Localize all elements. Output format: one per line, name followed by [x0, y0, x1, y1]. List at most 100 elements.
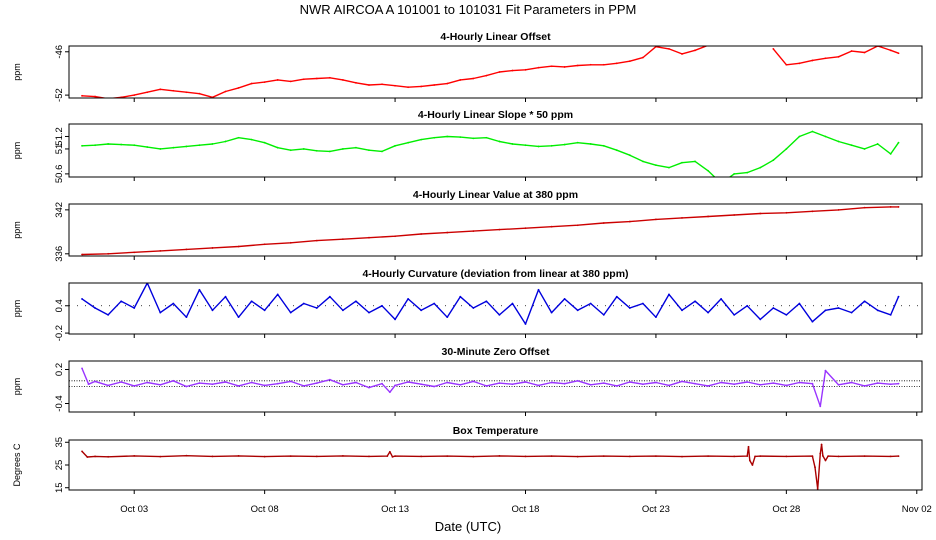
data-point	[289, 311, 292, 314]
data-point	[641, 302, 644, 305]
data-point	[276, 146, 279, 149]
data-point	[386, 455, 389, 458]
data-point	[289, 455, 292, 458]
data-point	[655, 316, 657, 319]
data-point	[86, 456, 89, 458]
data-point	[694, 300, 696, 303]
y-tick-label: 342	[54, 202, 65, 218]
x-tick-label: Oct 28	[772, 504, 800, 515]
data-point	[694, 49, 696, 52]
data-points	[81, 283, 900, 325]
data-point	[897, 206, 900, 208]
data-point	[824, 369, 827, 372]
panels: 4-Hourly Linear Offset-46-52ppm4-Hourly …	[12, 31, 923, 494]
data-point	[524, 455, 527, 458]
data-point	[746, 304, 749, 307]
series-line	[81, 368, 899, 407]
data-point	[733, 172, 736, 175]
data-point	[811, 455, 814, 458]
data-point	[328, 295, 331, 298]
data-point	[615, 295, 618, 298]
series-line	[81, 443, 899, 490]
data-point	[81, 298, 83, 300]
data-point	[628, 381, 631, 383]
data-point	[107, 384, 110, 387]
panel-title: 4-Hourly Linear Slope * 50 ppm	[418, 109, 573, 121]
data-point	[576, 64, 579, 67]
data-point	[263, 455, 266, 458]
data-point	[172, 302, 175, 305]
data-point	[576, 379, 579, 382]
panel-title: 30-Minute Zero Offset	[442, 346, 550, 358]
panel-4: 4-Hourly Curvature (deviation from linea…	[12, 268, 923, 341]
x-tick-label: Oct 08	[251, 504, 279, 515]
data-point	[81, 144, 83, 147]
y-tick-label: 51	[54, 144, 65, 155]
data-point	[341, 238, 344, 241]
data-point	[850, 381, 853, 384]
data-point	[211, 383, 214, 386]
data-point	[537, 384, 540, 387]
data-point	[550, 65, 553, 68]
data-point	[315, 455, 318, 458]
data-point	[876, 309, 879, 312]
x-tick-label: Oct 23	[642, 504, 670, 515]
data-point	[655, 455, 657, 458]
data-point	[368, 386, 370, 389]
data-point	[368, 311, 370, 314]
data-point	[824, 459, 827, 462]
data-point	[302, 78, 305, 81]
data-point	[498, 71, 501, 73]
data-point	[814, 466, 816, 469]
panel-6: Box Temperature 35 25 15 Degrees C	[12, 425, 923, 494]
data-point	[824, 135, 827, 138]
data-point	[159, 88, 162, 91]
data-point	[837, 307, 840, 309]
data-point	[368, 149, 370, 152]
panel-title: 4-Hourly Curvature (deviation from linea…	[362, 268, 628, 280]
data-point	[185, 454, 188, 457]
data-point	[391, 455, 394, 458]
data-point	[420, 233, 423, 235]
data-point	[250, 381, 253, 384]
data-point	[420, 455, 423, 458]
x-tick-label: Oct 03	[120, 504, 148, 515]
data-point	[628, 60, 631, 63]
data-point	[759, 455, 762, 458]
data-point	[837, 455, 840, 458]
data-point	[720, 182, 722, 184]
data-point	[772, 382, 775, 384]
data-point	[107, 252, 110, 255]
data-point	[707, 169, 709, 172]
data-point	[355, 300, 357, 303]
plot-frame	[68, 45, 923, 99]
data-point	[602, 313, 605, 316]
data-point	[720, 298, 723, 300]
data-point	[276, 79, 279, 81]
data-point	[720, 381, 723, 384]
data-point	[668, 293, 670, 296]
data-point	[472, 455, 475, 458]
data-point	[837, 383, 840, 386]
data-point	[537, 288, 540, 291]
data-point	[785, 63, 788, 66]
data-point	[250, 82, 253, 85]
data-point	[589, 383, 592, 386]
y-tick-label: 0.4	[54, 299, 65, 312]
data-point	[133, 94, 136, 97]
data-point	[341, 455, 344, 457]
data-point	[821, 455, 824, 457]
data-point	[550, 225, 553, 228]
data-point	[302, 385, 305, 387]
data-point	[628, 220, 631, 223]
data-point	[289, 80, 292, 83]
data-point	[850, 50, 853, 52]
data-point	[368, 455, 370, 458]
panel-5: 30-Minute Zero Offset 0.2 -0.4 ppm	[12, 346, 923, 416]
data-point	[576, 309, 579, 312]
data-point	[524, 227, 527, 230]
data-point	[707, 385, 709, 387]
data-point	[837, 55, 840, 58]
data-point	[602, 382, 605, 384]
x-tick-label: Oct 13	[381, 504, 409, 515]
